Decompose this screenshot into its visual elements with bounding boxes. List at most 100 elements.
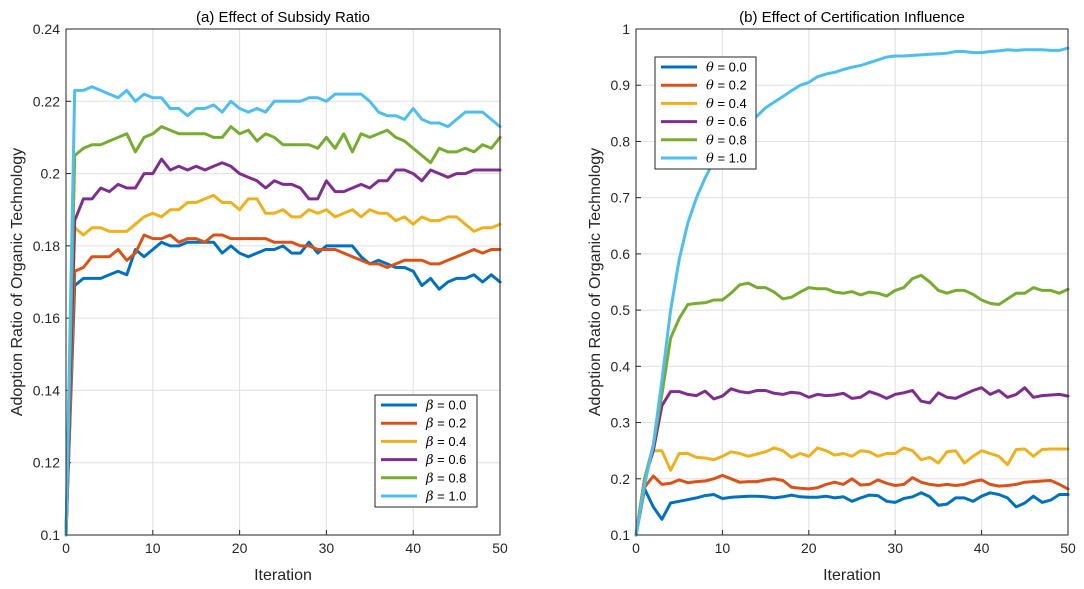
legend-symbol: β bbox=[425, 435, 434, 450]
y-tick-label: 0.8 bbox=[611, 133, 631, 149]
legend: β = 0.0β = 0.2β = 0.4β = 0.6β = 0.8β = 1… bbox=[374, 394, 478, 508]
x-tick-label: 30 bbox=[887, 540, 903, 556]
y-axis-label: Adoption Ratio of Organic Technology bbox=[9, 148, 26, 416]
legend-item: β = 0.0 bbox=[381, 398, 466, 414]
series-line-θ-0.2 bbox=[634, 473, 1070, 537]
axes-box bbox=[65, 28, 501, 536]
y-axis-label: Adoption Ratio of Organic Technology bbox=[587, 148, 604, 416]
y-tick-label: 0.16 bbox=[33, 310, 60, 326]
legend-item: θ = 0.0 bbox=[661, 60, 747, 76]
legend-symbol: β bbox=[425, 453, 434, 468]
legend-value: = 0.8 bbox=[434, 470, 467, 485]
x-tick-label: 40 bbox=[405, 540, 421, 556]
legend-label: β = 0.4 bbox=[425, 434, 466, 450]
legend-value: = 1.0 bbox=[714, 151, 747, 166]
legend-label: β = 0.6 bbox=[425, 452, 466, 468]
chart-title: (b) Effect of Certification Influence bbox=[739, 9, 965, 26]
legend-item: θ = 0.6 bbox=[661, 114, 747, 130]
legend-value: = 1.0 bbox=[434, 489, 467, 504]
series-line-β-0.8 bbox=[64, 125, 502, 537]
legend-symbol: β bbox=[425, 471, 434, 486]
legend-value: = 0.0 bbox=[434, 398, 467, 413]
legend-box bbox=[654, 56, 757, 170]
series-line-β-0.0 bbox=[64, 240, 502, 537]
legend-label: β = 0.0 bbox=[425, 398, 466, 414]
x-tick-label: 50 bbox=[492, 540, 508, 556]
legend-value: = 0.2 bbox=[714, 78, 747, 93]
legend-label: θ = 0.6 bbox=[706, 114, 747, 130]
legend-box bbox=[374, 394, 478, 508]
series-line-θ-0.6 bbox=[634, 386, 1070, 537]
legend-item: θ = 0.8 bbox=[661, 132, 747, 148]
legend-value: = 0.4 bbox=[434, 434, 467, 449]
legend-symbol: β bbox=[425, 417, 434, 432]
legend-symbol: θ bbox=[706, 97, 714, 112]
series-group bbox=[634, 46, 1070, 537]
series-group bbox=[64, 85, 502, 537]
y-tick-label: 0.4 bbox=[611, 358, 631, 374]
series-line-θ-0.8 bbox=[634, 273, 1070, 537]
legend-value: = 0.0 bbox=[714, 60, 747, 75]
panel-subsidy-ratio: 0 10 20 30 40 50 0.1 0.12 0.14 0.16 0.18 0.2 0.22 0.2… bbox=[9, 9, 508, 584]
legend-item: β = 0.2 bbox=[381, 416, 466, 432]
legend-symbol: β bbox=[425, 490, 434, 505]
x-axis-label: Iteration bbox=[823, 567, 881, 584]
legend-item: θ = 0.4 bbox=[661, 96, 747, 112]
series-line-θ-0.0 bbox=[634, 487, 1070, 537]
y-tick-label: 0.3 bbox=[611, 415, 631, 431]
x-tick-label: 10 bbox=[145, 540, 161, 556]
x-tick-label: 30 bbox=[319, 540, 335, 556]
legend-value: = 0.4 bbox=[714, 96, 747, 111]
legend: θ = 0.0θ = 0.2θ = 0.4θ = 0.6θ = 0.8θ = 1… bbox=[654, 56, 757, 170]
x-tick-label: 20 bbox=[801, 540, 817, 556]
y-tick-label: 1 bbox=[622, 21, 630, 37]
y-tick-label: 0.5 bbox=[611, 302, 631, 318]
chart-title: (a) Effect of Subsidy Ratio bbox=[196, 9, 370, 26]
y-tick-label: 0.24 bbox=[33, 21, 60, 37]
legend-value: = 0.8 bbox=[714, 132, 747, 147]
x-tick-label: 0 bbox=[632, 540, 640, 556]
x-axis-label: Iteration bbox=[254, 567, 312, 584]
legend-item: β = 0.8 bbox=[381, 470, 466, 486]
legend-label: β = 0.8 bbox=[425, 470, 466, 486]
legend-label: θ = 1.0 bbox=[706, 151, 747, 167]
legend-label: β = 1.0 bbox=[425, 489, 466, 505]
legend-label: θ = 0.4 bbox=[706, 96, 747, 112]
x-tick-label: 10 bbox=[715, 540, 731, 556]
y-tick-label: 0.9 bbox=[611, 77, 631, 93]
panel-certification-influence: 0 10 20 30 40 50 0.1 0.2 0.3 0.4 0.5 0.6 0.7 0.8 0.9 1 (… bbox=[587, 9, 1076, 584]
series-line-β-1.0 bbox=[64, 85, 502, 537]
x-tick-label: 40 bbox=[974, 540, 990, 556]
legend-symbol: β bbox=[425, 399, 434, 414]
x-tick-label: 20 bbox=[232, 540, 248, 556]
series-line-θ-1.0 bbox=[634, 46, 1070, 537]
legend-value: = 0.2 bbox=[434, 416, 467, 431]
legend-item: β = 0.4 bbox=[381, 434, 466, 450]
legend-value: = 0.6 bbox=[714, 114, 747, 129]
y-tick-label: 0.22 bbox=[33, 93, 60, 109]
y-tick-label: 0.12 bbox=[33, 455, 60, 471]
legend-label: θ = 0.2 bbox=[706, 78, 747, 94]
y-tick-label: 0.14 bbox=[33, 382, 60, 398]
series-line-β-0.6 bbox=[64, 157, 502, 537]
legend-item: β = 0.6 bbox=[381, 452, 466, 468]
legend-symbol: θ bbox=[706, 152, 714, 167]
series-line-θ-0.4 bbox=[634, 446, 1070, 537]
legend-label: β = 0.2 bbox=[425, 416, 466, 432]
legend-symbol: θ bbox=[706, 133, 714, 148]
legend-item: β = 1.0 bbox=[381, 489, 466, 505]
y-tick-label: 0.7 bbox=[611, 190, 631, 206]
legend-value: = 0.6 bbox=[434, 452, 467, 467]
x-tick-label: 0 bbox=[62, 540, 70, 556]
series-line-β-0.4 bbox=[64, 193, 502, 537]
legend-item: θ = 1.0 bbox=[661, 151, 747, 167]
y-tick-label: 0.18 bbox=[33, 238, 60, 254]
y-tick-label: 0.1 bbox=[41, 527, 61, 543]
legend-label: θ = 0.8 bbox=[706, 132, 747, 148]
legend-symbol: θ bbox=[706, 61, 714, 76]
y-tick-label: 0.2 bbox=[41, 166, 61, 182]
y-tick-label: 0.2 bbox=[611, 471, 631, 487]
legend-symbol: θ bbox=[706, 115, 714, 130]
legend-item: θ = 0.2 bbox=[661, 78, 747, 94]
